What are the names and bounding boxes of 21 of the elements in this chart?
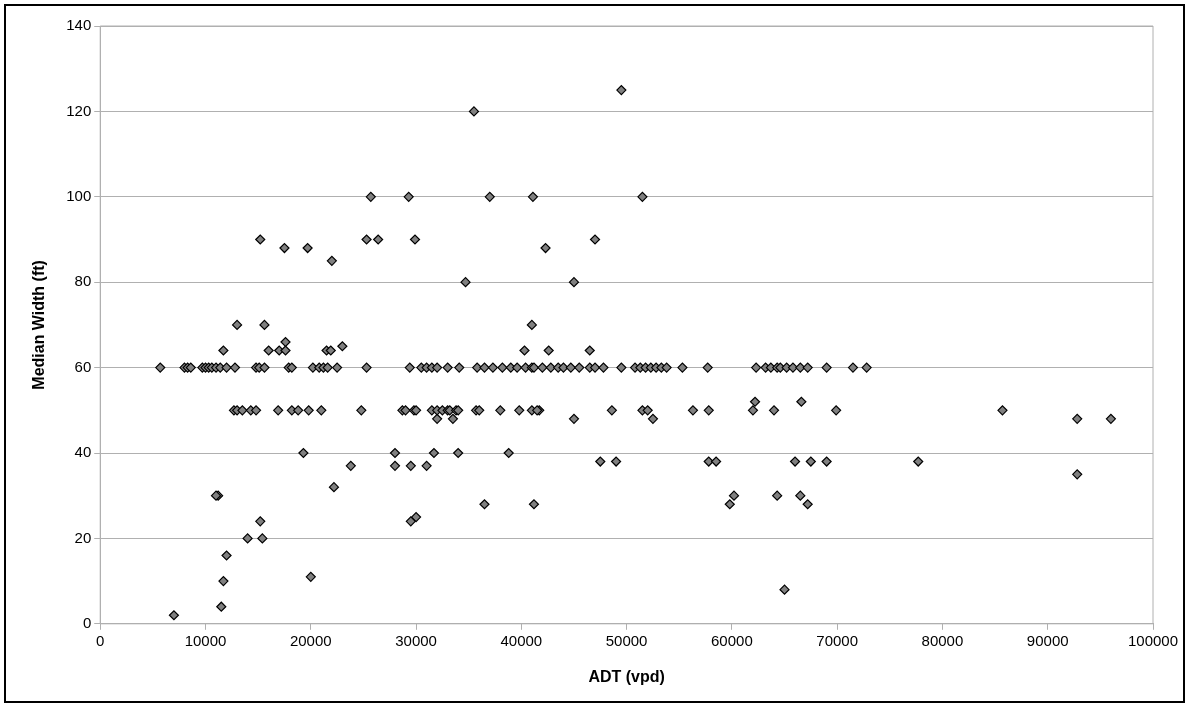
x-tick-label: 80000 — [921, 631, 964, 649]
y-tick-label: 120 — [66, 101, 92, 119]
y-tick-label: 40 — [74, 443, 92, 461]
x-tick-label: 0 — [96, 631, 105, 649]
y-tick-label: 20 — [74, 528, 92, 546]
y-axis-title: Median Width (ft) — [30, 260, 48, 390]
x-tick-label: 90000 — [1026, 631, 1069, 649]
x-tick-label: 10000 — [184, 631, 227, 649]
y-tick-label: 60 — [74, 357, 92, 375]
y-tick-label: 80 — [74, 272, 92, 290]
x-tick-label: 100000 — [1127, 631, 1179, 649]
x-tick-label: 20000 — [289, 631, 332, 649]
x-tick-label: 60000 — [711, 631, 753, 649]
x-tick-label: 40000 — [500, 631, 543, 649]
x-tick-label: 30000 — [395, 631, 437, 649]
y-tick-label: 0 — [82, 613, 92, 631]
y-tick-label: 140 — [66, 16, 92, 34]
y-tick-label: 100 — [66, 186, 92, 204]
x-tick-label: 70000 — [816, 631, 859, 649]
x-tick-label: 50000 — [605, 631, 648, 649]
x-axis-title: ADT (vpd) — [588, 667, 665, 685]
